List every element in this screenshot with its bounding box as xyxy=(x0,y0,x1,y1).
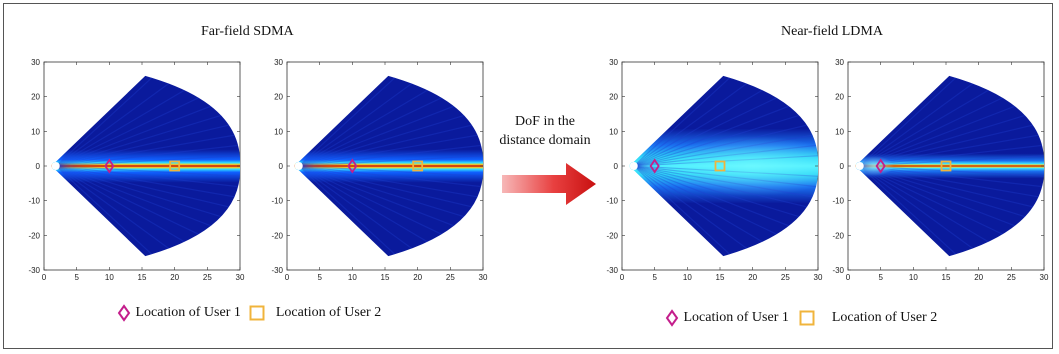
x-tick-label: 25 xyxy=(1007,273,1016,282)
square-marker-icon xyxy=(799,310,815,326)
arrow-shape xyxy=(502,163,596,205)
y-tick-label: 20 xyxy=(31,93,40,102)
y-tick-label: 30 xyxy=(609,58,618,67)
plot-far-field-2: 0 5 10 15 20 25 30 30 20 10 0 -10 -20 -30 xyxy=(265,54,490,284)
y-tick-label: -20 xyxy=(28,231,40,240)
x-tick-label: 15 xyxy=(942,273,951,282)
y-tick-label: -10 xyxy=(606,197,618,206)
x-tick-label: 15 xyxy=(138,273,147,282)
x-tick-label: 20 xyxy=(413,273,422,282)
x-tick-label: 5 xyxy=(652,273,657,282)
plot-far-field-2-svg: 0 5 10 15 20 25 30 30 20 10 0 -10 -20 -30 xyxy=(271,58,488,282)
transition-arrow xyxy=(502,163,596,205)
y-tick-label: 0 xyxy=(279,162,284,171)
arrow-label-line2: distance domain xyxy=(499,133,591,148)
x-tick-label: 5 xyxy=(74,273,79,282)
user1-marker xyxy=(104,158,115,174)
x-tick-label: 30 xyxy=(479,273,488,282)
x-tick-label: 10 xyxy=(683,273,692,282)
plot-near-field-1: 0 5 10 15 20 25 30 30 20 10 0 -10 -20 -30 xyxy=(600,54,825,284)
legend-user1-label: Location of User 1 xyxy=(683,310,789,326)
x-tick-label: 0 xyxy=(620,273,625,282)
y-tick-label: 0 xyxy=(840,162,845,171)
diamond-marker-icon xyxy=(665,309,679,327)
user2-marker xyxy=(412,160,424,172)
y-tick-label: 0 xyxy=(36,162,41,171)
legend-user2-label: Location of User 2 xyxy=(275,305,382,321)
y-tick-label: -30 xyxy=(28,266,40,275)
x-tick-label: 20 xyxy=(170,273,179,282)
x-tick-label: 10 xyxy=(909,273,918,282)
y-tick-label: 10 xyxy=(609,127,618,136)
user2-marker xyxy=(940,160,952,172)
square-marker-icon xyxy=(249,305,265,321)
x-tick-label: 0 xyxy=(42,273,47,282)
plot-near-field-1-svg: 0 5 10 15 20 25 30 30 20 10 0 -10 -20 -30 xyxy=(606,58,823,282)
legend-near: Location of User 1 Location of User 2 xyxy=(664,309,937,327)
y-tick-label: 30 xyxy=(274,58,283,67)
plot-far-field-1-svg: 0 5 10 15 20 25 30 30 20 10 0 -10 -20 -30 xyxy=(28,58,245,282)
plot-near-field-2-svg: 0 5 10 15 20 25 30 30 20 10 0 -10 -20 -30 xyxy=(832,58,1049,282)
y-tick-label: 10 xyxy=(835,127,844,136)
x-tick-label: 30 xyxy=(236,273,245,282)
x-tick-label: 25 xyxy=(446,273,455,282)
plot-far-field-1: 0 5 10 15 20 25 30 30 20 10 0 -10 -20 -30 xyxy=(22,54,247,284)
y-tick-label: -10 xyxy=(832,197,844,206)
x-tick-label: 0 xyxy=(846,273,851,282)
x-tick-label: 30 xyxy=(814,273,823,282)
x-tick-label: 25 xyxy=(203,273,212,282)
user2-marker xyxy=(714,160,726,172)
y-tick-label: -20 xyxy=(832,231,844,240)
y-tick-label: 20 xyxy=(835,93,844,102)
y-tick-label: -20 xyxy=(606,231,618,240)
y-tick-label: 10 xyxy=(31,127,40,136)
diamond-marker-icon xyxy=(117,304,131,322)
x-tick-label: 10 xyxy=(348,273,357,282)
y-tick-label: 30 xyxy=(835,58,844,67)
x-tick-label: 30 xyxy=(1040,273,1049,282)
arrow-label-line1: DoF in the xyxy=(515,114,575,129)
legend-far: Location of User 1 Location of User 2 xyxy=(116,304,381,322)
x-tick-label: 5 xyxy=(317,273,322,282)
x-tick-label: 20 xyxy=(748,273,757,282)
far-field-title: Far-field SDMA xyxy=(201,24,294,39)
y-tick-label: 20 xyxy=(609,93,618,102)
figure-frame: Far-field SDMA Near-field LDMA 0 5 10 15 20 2… xyxy=(3,3,1053,349)
x-tick-label: 25 xyxy=(781,273,790,282)
near-field-title: Near-field LDMA xyxy=(781,24,883,39)
y-tick-label: 30 xyxy=(31,58,40,67)
y-tick-label: -20 xyxy=(271,231,283,240)
x-tick-label: 0 xyxy=(285,273,290,282)
y-tick-label: -30 xyxy=(271,266,283,275)
user1-marker xyxy=(875,158,886,174)
x-tick-label: 20 xyxy=(974,273,983,282)
user1-marker xyxy=(649,158,660,174)
user2-marker xyxy=(169,160,181,172)
legend-user1-label: Location of User 1 xyxy=(135,305,241,321)
x-tick-label: 15 xyxy=(716,273,725,282)
y-tick-label: -30 xyxy=(606,266,618,275)
y-tick-label: 10 xyxy=(274,127,283,136)
y-tick-label: -10 xyxy=(271,197,283,206)
y-tick-label: 20 xyxy=(274,93,283,102)
y-tick-label: 0 xyxy=(614,162,619,171)
y-tick-label: -10 xyxy=(28,197,40,206)
x-tick-label: 5 xyxy=(878,273,883,282)
legend-user2-label: Location of User 2 xyxy=(831,310,938,326)
arrow-label: DoF in the distance domain xyxy=(490,112,600,150)
user1-marker xyxy=(347,158,358,174)
y-tick-label: -30 xyxy=(832,266,844,275)
x-tick-label: 15 xyxy=(381,273,390,282)
x-tick-label: 10 xyxy=(105,273,114,282)
plot-near-field-2: 0 5 10 15 20 25 30 30 20 10 0 -10 -20 -30 xyxy=(826,54,1051,284)
